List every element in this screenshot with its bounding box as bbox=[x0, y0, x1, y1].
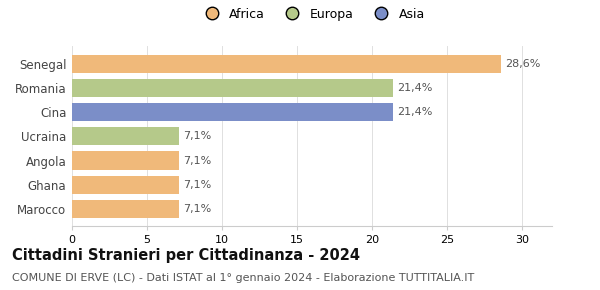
Legend: Africa, Europa, Asia: Africa, Europa, Asia bbox=[194, 3, 430, 26]
Text: 21,4%: 21,4% bbox=[398, 83, 433, 93]
Text: 28,6%: 28,6% bbox=[506, 59, 541, 69]
Text: 7,1%: 7,1% bbox=[183, 155, 211, 166]
Text: 7,1%: 7,1% bbox=[183, 131, 211, 141]
Bar bbox=[72, 151, 179, 170]
Text: 21,4%: 21,4% bbox=[398, 107, 433, 117]
Text: 7,1%: 7,1% bbox=[183, 204, 211, 214]
Bar bbox=[72, 79, 393, 97]
Text: Cittadini Stranieri per Cittadinanza - 2024: Cittadini Stranieri per Cittadinanza - 2… bbox=[12, 248, 360, 263]
Bar bbox=[72, 103, 393, 121]
Text: COMUNE DI ERVE (LC) - Dati ISTAT al 1° gennaio 2024 - Elaborazione TUTTITALIA.IT: COMUNE DI ERVE (LC) - Dati ISTAT al 1° g… bbox=[12, 273, 474, 282]
Text: 7,1%: 7,1% bbox=[183, 180, 211, 190]
Bar bbox=[72, 127, 179, 145]
Bar bbox=[72, 200, 179, 218]
Bar bbox=[72, 176, 179, 194]
Bar bbox=[72, 55, 501, 73]
